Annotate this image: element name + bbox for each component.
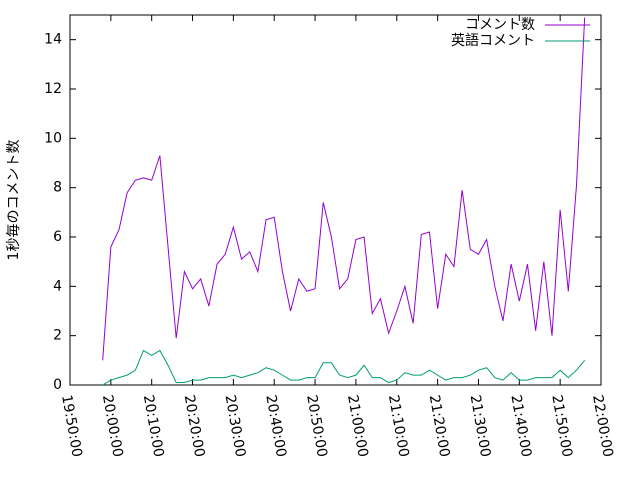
y-tick-label: 2 (53, 328, 62, 344)
data-line (102, 17, 586, 361)
plot-frame (69, 14, 602, 386)
legend-label: 英語コメント (451, 32, 535, 49)
x-tick-label: 20:50:00 (303, 394, 330, 459)
y-tick-label: 12 (44, 81, 62, 97)
x-tick-label: 20:40:00 (262, 394, 289, 459)
x-tick-label: 20:00:00 (99, 394, 126, 459)
y-axis-label: 1秒毎のコメント数 (6, 140, 22, 261)
x-tick-label: 21:50:00 (548, 394, 575, 459)
x-tick-label: 22:00:00 (589, 394, 616, 459)
x-tick-label: 19:50:00 (58, 394, 85, 459)
x-tick-label: 20:30:00 (222, 394, 249, 459)
y-tick-label: 6 (53, 229, 62, 245)
x-tick-label: 21:30:00 (467, 394, 494, 459)
legend-label: コメント数 (465, 17, 535, 33)
y-tick-label: 4 (53, 278, 62, 294)
y-tick-label: 8 (53, 180, 62, 196)
x-tick-label: 20:20:00 (181, 394, 208, 459)
data-line (102, 349, 586, 386)
y-tick-label: 0 (53, 377, 62, 393)
x-tick-label: 21:00:00 (344, 394, 371, 459)
x-tick-label: 20:10:00 (140, 394, 167, 459)
y-tick-label: 14 (44, 32, 62, 48)
x-tick-label: 21:40:00 (507, 394, 534, 459)
x-tick-label: 21:20:00 (426, 394, 453, 459)
y-tick-label: 10 (44, 130, 62, 146)
x-tick-label: 21:10:00 (385, 394, 412, 459)
